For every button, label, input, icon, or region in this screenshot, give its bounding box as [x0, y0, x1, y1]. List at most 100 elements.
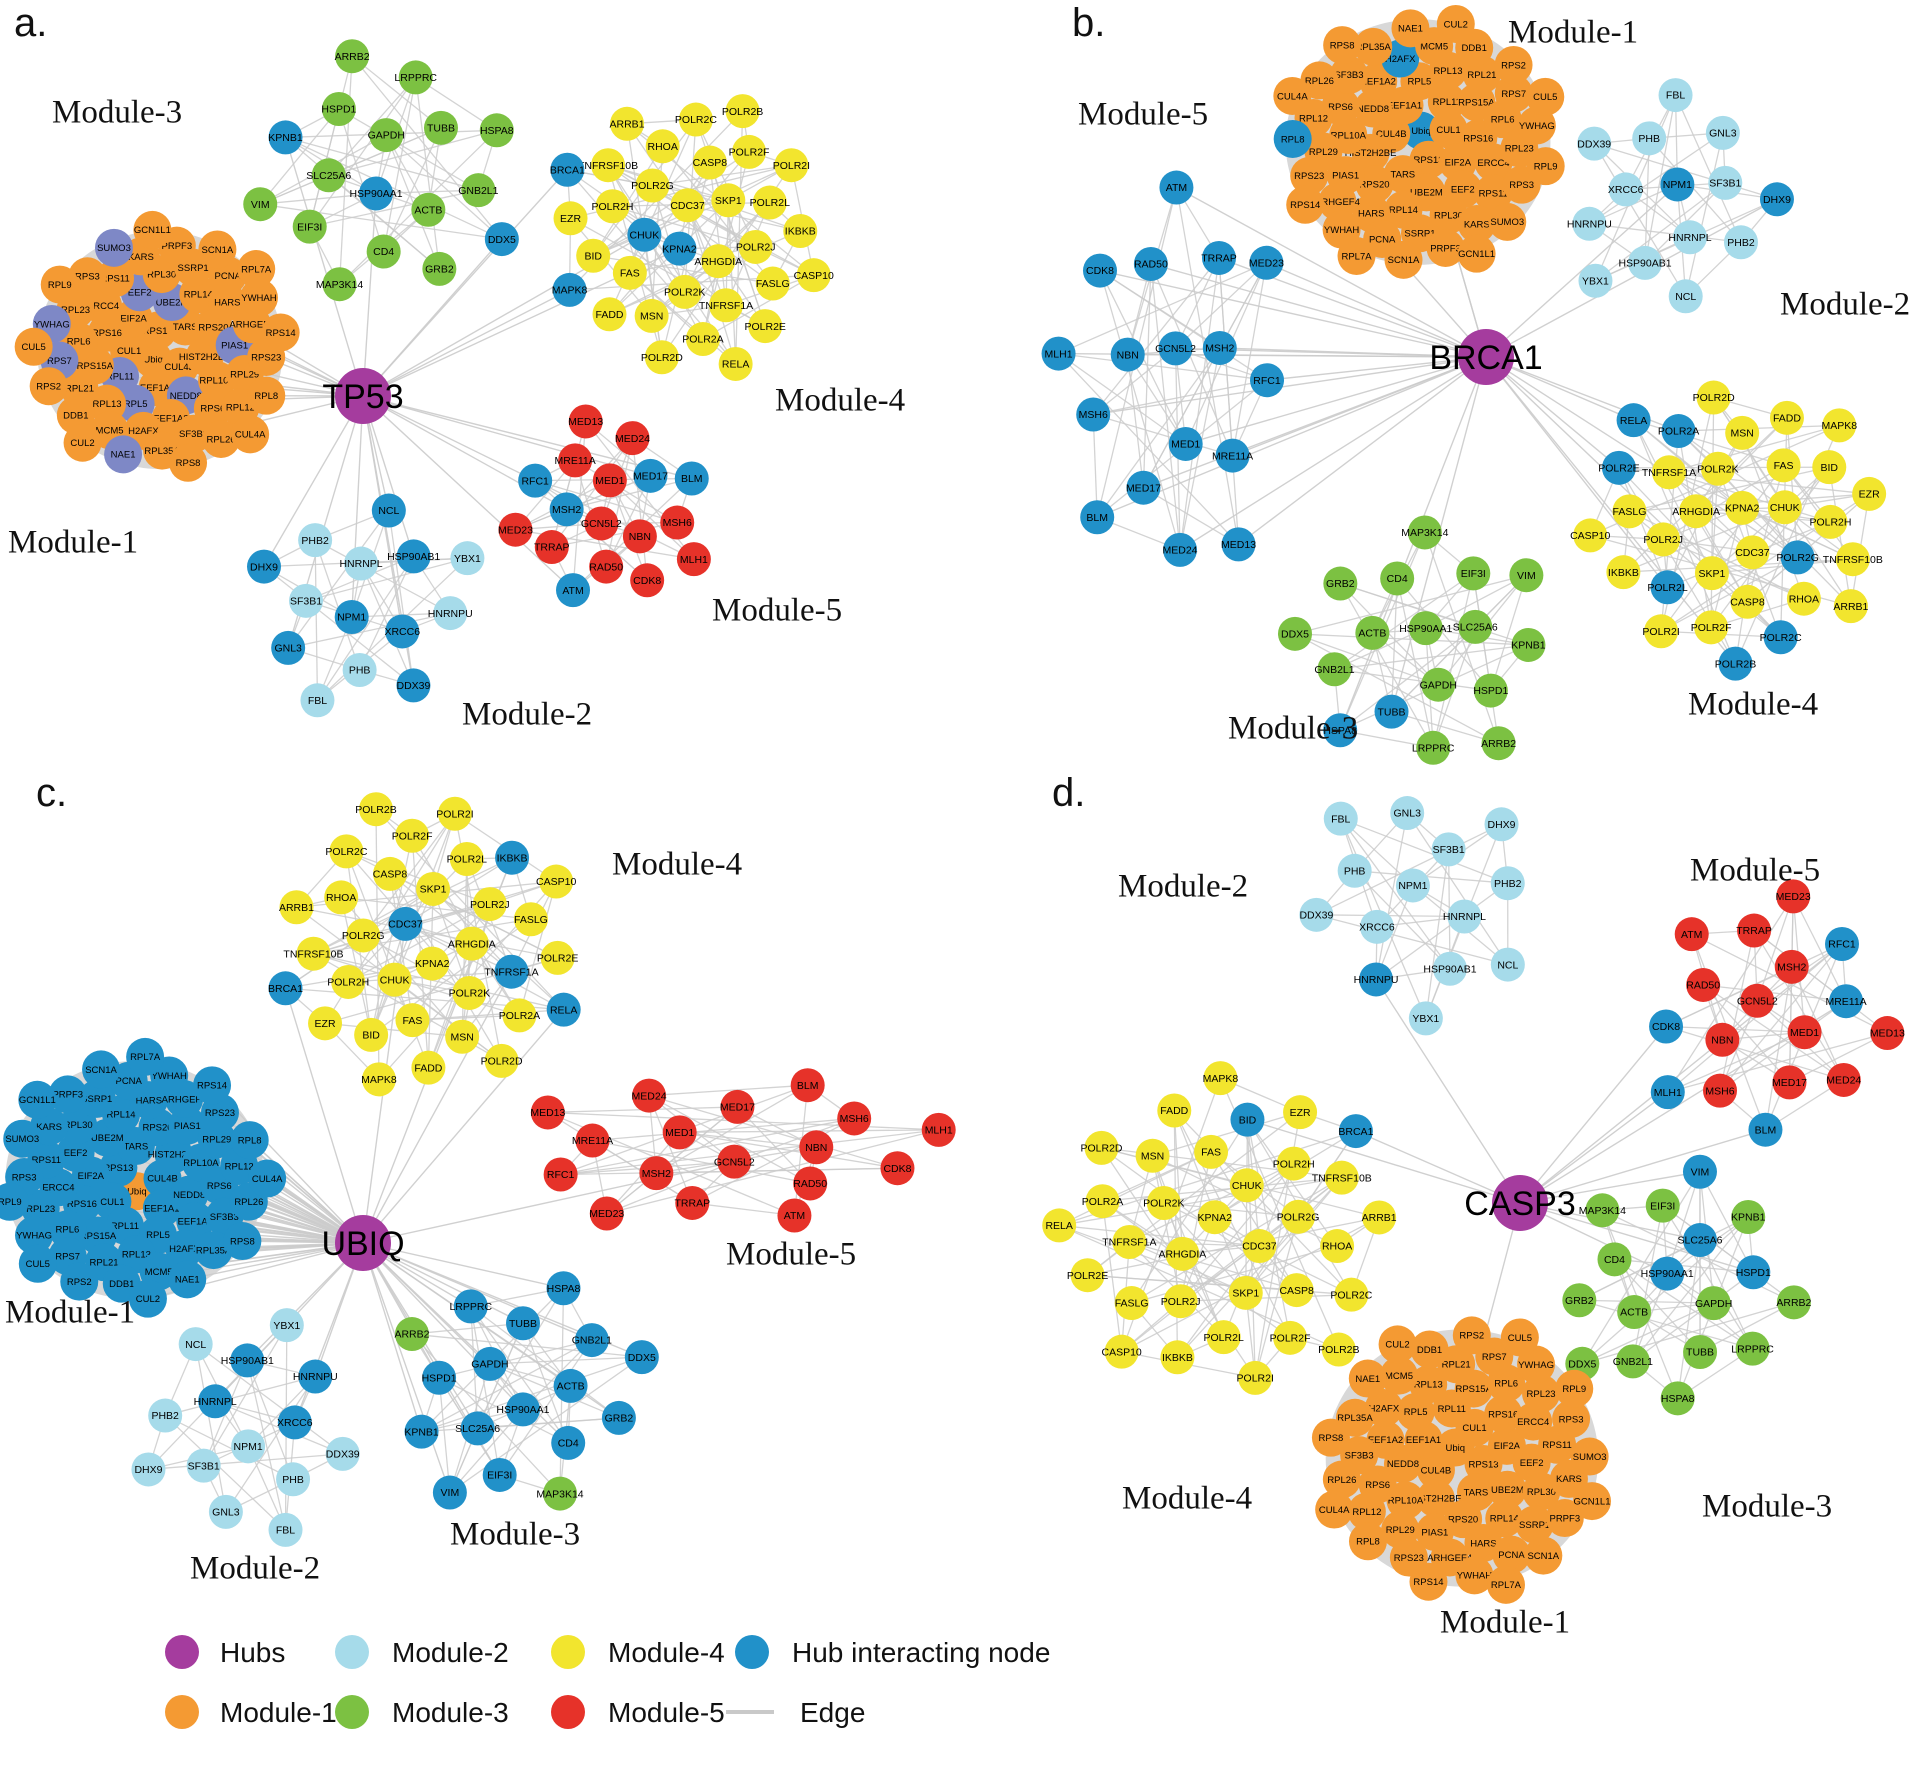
- hub-circle[interactable]: [335, 368, 391, 424]
- network-node[interactable]: SF3B3: [1329, 55, 1368, 94]
- node-circle[interactable]: [0, 1182, 29, 1221]
- node-circle[interactable]: [1679, 494, 1714, 529]
- network-node[interactable]: KARS: [1457, 204, 1496, 243]
- node-circle[interactable]: [1509, 558, 1544, 593]
- network-node[interactable]: BID: [1812, 450, 1847, 485]
- network-node[interactable]: POLR2F: [1691, 610, 1732, 645]
- node-circle[interactable]: [82, 1050, 121, 1089]
- node-circle[interactable]: [610, 106, 645, 141]
- network-node[interactable]: PRPF3: [1545, 1499, 1584, 1538]
- node-circle[interactable]: [553, 201, 588, 236]
- node-circle[interactable]: [268, 1512, 303, 1547]
- node-circle[interactable]: [1522, 1374, 1561, 1413]
- network-node[interactable]: EEF2: [56, 1133, 95, 1172]
- network-node[interactable]: RPL8: [247, 376, 286, 415]
- node-circle[interactable]: [632, 1078, 667, 1113]
- node-circle[interactable]: [1070, 1258, 1105, 1293]
- node-circle[interactable]: [208, 1494, 243, 1529]
- node-circle[interactable]: [1650, 570, 1685, 605]
- network-node[interactable]: NCL: [1490, 947, 1525, 982]
- network-node[interactable]: DDX5: [624, 1340, 659, 1375]
- network-node[interactable]: POLR2E: [1598, 450, 1640, 485]
- node-circle[interactable]: [279, 890, 314, 925]
- node-circle[interactable]: [433, 596, 468, 631]
- node-circle[interactable]: [1696, 380, 1731, 415]
- network-node[interactable]: POLR2A: [1658, 414, 1699, 449]
- network-node[interactable]: GRB2: [1323, 566, 1358, 601]
- node-circle[interactable]: [1384, 240, 1423, 279]
- network-node[interactable]: PHB: [1337, 853, 1372, 888]
- network-node[interactable]: HNRNPU: [1567, 206, 1612, 241]
- node-circle[interactable]: [720, 1089, 755, 1124]
- network-node[interactable]: TRRAP: [1201, 240, 1237, 275]
- node-circle[interactable]: [574, 1323, 609, 1358]
- node-circle[interactable]: [1644, 614, 1679, 649]
- network-node[interactable]: HSPA8: [546, 1271, 581, 1306]
- node-circle[interactable]: [268, 971, 303, 1006]
- network-node[interactable]: FASLG: [1612, 494, 1647, 529]
- node-circle[interactable]: [1163, 1284, 1198, 1319]
- network-node[interactable]: POLR2G: [1277, 1199, 1320, 1234]
- node-circle[interactable]: [131, 1452, 166, 1487]
- network-node[interactable]: H2AFX: [165, 1229, 204, 1268]
- node-circle[interactable]: [396, 539, 431, 574]
- node-circle[interactable]: [1517, 106, 1556, 145]
- node-circle[interactable]: [1486, 1565, 1525, 1604]
- node-circle[interactable]: [738, 229, 773, 264]
- node-circle[interactable]: [230, 1343, 265, 1378]
- network-node[interactable]: GCN1L1: [1573, 1482, 1612, 1521]
- network-node[interactable]: RPS16: [1484, 1395, 1523, 1434]
- network-node[interactable]: EZR: [1283, 1095, 1318, 1130]
- node-circle[interactable]: [540, 940, 575, 975]
- network-node[interactable]: MSN: [634, 298, 669, 333]
- network-node[interactable]: PHB: [342, 653, 377, 688]
- network-node[interactable]: POLR2I: [1237, 1360, 1274, 1395]
- node-circle[interactable]: [1159, 170, 1194, 205]
- node-circle[interactable]: [479, 113, 514, 148]
- network-node[interactable]: GNB2L1: [1613, 1344, 1653, 1379]
- network-node[interactable]: CUL5: [1526, 77, 1565, 116]
- network-node[interactable]: RPL11: [1427, 82, 1466, 121]
- network-node[interactable]: CASP8: [373, 856, 408, 891]
- network-node[interactable]: ARRB2: [394, 1317, 430, 1352]
- network-node[interactable]: GAPDH: [1420, 667, 1457, 702]
- node-circle[interactable]: [1347, 1492, 1386, 1531]
- network-node[interactable]: RPL26: [202, 419, 241, 458]
- node-circle[interactable]: [1228, 1275, 1263, 1310]
- node-circle[interactable]: [552, 272, 587, 307]
- node-circle[interactable]: [1084, 1130, 1119, 1165]
- node-circle[interactable]: [432, 1475, 467, 1510]
- node-circle[interactable]: [3, 1119, 42, 1158]
- network-node[interactable]: CDK8: [1649, 1009, 1684, 1044]
- node-circle[interactable]: [752, 185, 787, 220]
- node-circle[interactable]: [1826, 1062, 1861, 1097]
- node-circle[interactable]: [639, 1156, 674, 1191]
- network-node[interactable]: BLM: [674, 461, 709, 496]
- network-node[interactable]: POLR2J: [1643, 522, 1683, 557]
- network-node[interactable]: RHOA: [324, 880, 359, 915]
- node-circle[interactable]: [755, 266, 790, 301]
- node-circle[interactable]: [18, 1244, 57, 1283]
- network-node[interactable]: NBN: [799, 1130, 834, 1165]
- network-node[interactable]: CASP8: [1730, 584, 1765, 619]
- network-node[interactable]: POLR2E: [1067, 1258, 1108, 1293]
- network-node[interactable]: MED23: [1249, 245, 1284, 280]
- node-circle[interactable]: [1767, 490, 1802, 525]
- network-node[interactable]: FBL: [1658, 78, 1693, 113]
- node-circle[interactable]: [1708, 165, 1743, 200]
- network-node[interactable]: POLR2G: [631, 168, 674, 203]
- node-circle[interactable]: [454, 926, 489, 961]
- network-node[interactable]: POLR2H: [327, 964, 369, 999]
- node-circle[interactable]: [198, 1384, 233, 1419]
- network-node[interactable]: RPL7A: [237, 250, 276, 289]
- network-node[interactable]: CASP8: [693, 145, 728, 180]
- network-node[interactable]: CD4: [551, 1425, 586, 1460]
- network-node[interactable]: TRRAP: [534, 530, 570, 565]
- node-circle[interactable]: [1279, 1273, 1314, 1308]
- network-node[interactable]: POLR2D: [1081, 1130, 1123, 1165]
- node-circle[interactable]: [1694, 556, 1729, 591]
- network-node[interactable]: RPL35A: [194, 1231, 233, 1270]
- node-circle[interactable]: [711, 183, 746, 218]
- network-node[interactable]: RFC1: [518, 463, 553, 498]
- network-node[interactable]: MRE11A: [554, 443, 596, 478]
